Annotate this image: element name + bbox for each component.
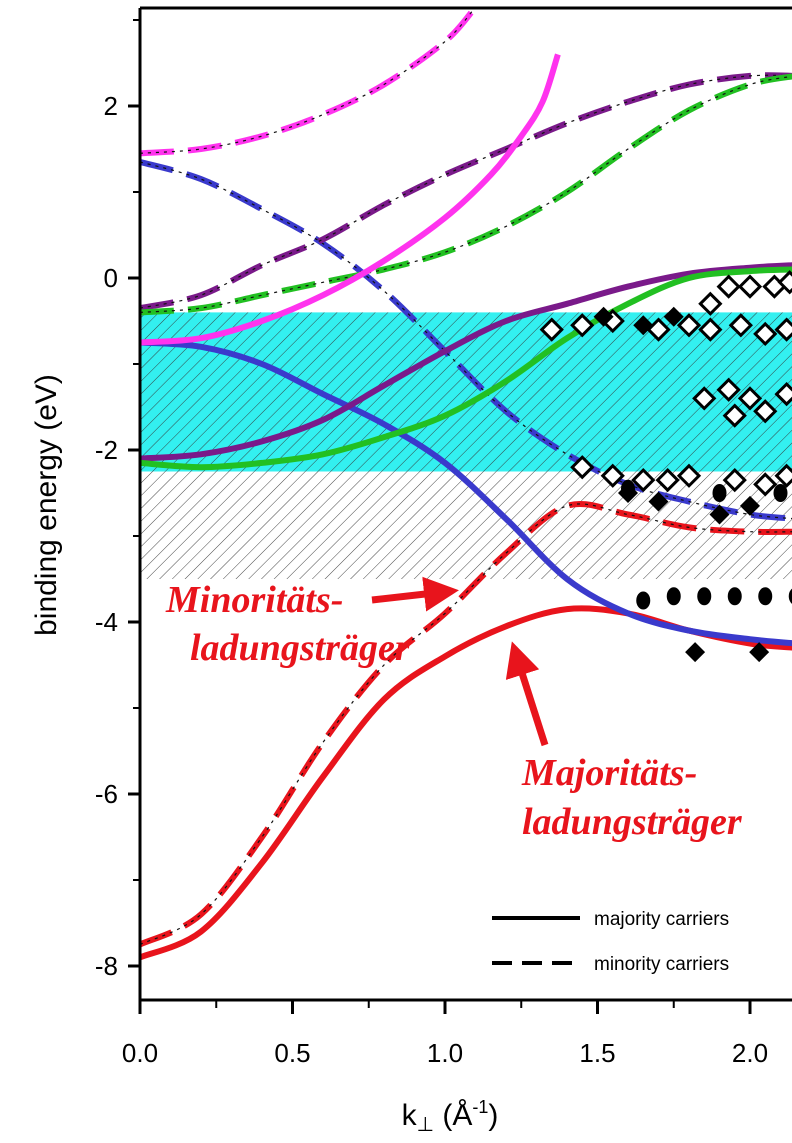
open-diamond-point-14 bbox=[692, 386, 717, 411]
open-diamond-point-11 bbox=[728, 313, 753, 338]
filled-circle-point-1 bbox=[712, 484, 727, 502]
filled-diamond-point-4 bbox=[648, 491, 669, 512]
open-diamond-point-26 bbox=[753, 472, 778, 497]
filled-diamond-point-5 bbox=[709, 504, 730, 525]
filled-diamond-point-7 bbox=[685, 642, 706, 663]
annotation-minority-arrow bbox=[371, 576, 459, 612]
y-tick-label-1: 0 bbox=[104, 263, 118, 293]
open-diamond-point-23 bbox=[655, 467, 680, 493]
open-diamond-point-5 bbox=[698, 291, 723, 316]
y-axis-label: binding energy (eV) bbox=[30, 374, 63, 636]
y-tick-label-5: -8 bbox=[95, 951, 118, 981]
open-diamond-point-16 bbox=[737, 386, 763, 411]
band-curve-7-fit-overlay bbox=[140, 75, 792, 313]
open-diamond-point-27 bbox=[774, 463, 792, 488]
x-tick-label-0: 0.0 bbox=[122, 1038, 158, 1068]
open-diamond-point-22 bbox=[631, 467, 656, 493]
band-curves bbox=[140, 8, 792, 961]
open-diamond-point-7 bbox=[737, 274, 763, 299]
open-diamond-point-0 bbox=[539, 317, 564, 342]
filled-circle-point-4 bbox=[666, 587, 681, 606]
open-diamond-point-21 bbox=[600, 463, 625, 488]
filled-circle-point-8 bbox=[788, 588, 792, 604]
band-curve-5-fit-overlay bbox=[140, 74, 792, 309]
filled-diamond-point-1 bbox=[633, 315, 654, 336]
open-diamond-point-10 bbox=[698, 317, 723, 342]
open-diamond-point-12 bbox=[753, 321, 778, 347]
x-tick-label-2: 1.0 bbox=[427, 1038, 463, 1068]
open-diamond-point-19 bbox=[774, 381, 792, 407]
band-curve-4-solid bbox=[140, 262, 792, 462]
y-tick-label-0: 2 bbox=[104, 91, 118, 121]
band-curve-8-solid bbox=[140, 53, 561, 346]
open-diamond-point-20 bbox=[570, 455, 595, 480]
open-diamond-point-6 bbox=[716, 274, 741, 299]
open-diamond-point-15 bbox=[716, 377, 741, 402]
annotation-majority-line1: Majoritäts- bbox=[521, 752, 697, 794]
filled-circle-point-0 bbox=[621, 479, 635, 498]
axis-ticks: 2 0 -2 -4 -6 -8 0.0 0.5 1.0 1.5 2.0 bbox=[95, 19, 768, 1068]
x-tick-label-4: 2.0 bbox=[732, 1038, 768, 1068]
filled-diamond-point-2 bbox=[663, 306, 684, 327]
annotation-minority-line1: Minoritäts- bbox=[165, 579, 343, 621]
open-diamond-point-9 bbox=[777, 270, 792, 295]
plot-frame bbox=[138, 6, 792, 1002]
open-diamond-point-4 bbox=[676, 313, 702, 338]
open-diamond-point-17 bbox=[722, 403, 747, 428]
x-axis-label-k: k bbox=[402, 1099, 418, 1132]
band-curve-3-fit-overlay bbox=[140, 161, 792, 520]
x-axis-label-unit: (Å bbox=[434, 1099, 472, 1132]
filled-circle-point-3 bbox=[636, 591, 651, 610]
annotation-majority-line2: ladungsträger bbox=[522, 801, 743, 843]
open-diamond-point-18 bbox=[753, 399, 778, 424]
legend-label-majority: majority carriers bbox=[594, 909, 729, 930]
band-curve-2-solid bbox=[140, 339, 792, 647]
filled-circle-point-7 bbox=[758, 587, 773, 606]
annotation-minority-line2: ladungsträger bbox=[190, 627, 411, 669]
x-axis-label-unit-close: ) bbox=[488, 1099, 498, 1132]
filled-diamond-point-6 bbox=[740, 495, 760, 516]
filled-circle-point-6 bbox=[727, 587, 742, 606]
y-tick-label-2: -2 bbox=[95, 435, 118, 465]
open-diamond-point-13 bbox=[774, 317, 792, 342]
filled-diamond-point-8 bbox=[749, 642, 770, 663]
band-curve-1-fit-overlay bbox=[140, 503, 792, 946]
legend: majority carriers minority carriers bbox=[492, 909, 729, 975]
open-diamond-point-24 bbox=[676, 463, 702, 488]
annotation-majority: Majoritäts- ladungsträger bbox=[505, 641, 743, 843]
filled-diamond-point-0 bbox=[593, 306, 614, 327]
filled-circle-point-2 bbox=[773, 484, 788, 502]
x-axis-label: k⊥ (Å-1) bbox=[402, 1097, 499, 1136]
x-tick-label-1: 0.5 bbox=[274, 1038, 310, 1068]
x-axis-label-unit-sup: -1 bbox=[472, 1097, 488, 1117]
x-axis-label-sub: ⊥ bbox=[417, 1114, 434, 1136]
annotation-majority-arrow bbox=[505, 641, 549, 747]
annotation-minority: Minoritäts- ladungsträger bbox=[165, 576, 459, 669]
band-curve-6-solid bbox=[140, 266, 792, 471]
y-tick-label-3: -4 bbox=[95, 607, 118, 637]
experimental-data-points bbox=[539, 270, 792, 663]
band-curve-9-fit-overlay bbox=[140, 8, 476, 154]
y-tick-label-4: -6 bbox=[95, 779, 118, 809]
band-curve-9-dashed bbox=[140, 8, 478, 157]
open-diamond-point-1 bbox=[570, 313, 595, 338]
open-diamond-point-25 bbox=[722, 467, 747, 493]
x-tick-label-3: 1.5 bbox=[579, 1038, 615, 1068]
legend-label-minority: minority carriers bbox=[594, 954, 729, 975]
filled-circle-point-5 bbox=[697, 587, 712, 606]
